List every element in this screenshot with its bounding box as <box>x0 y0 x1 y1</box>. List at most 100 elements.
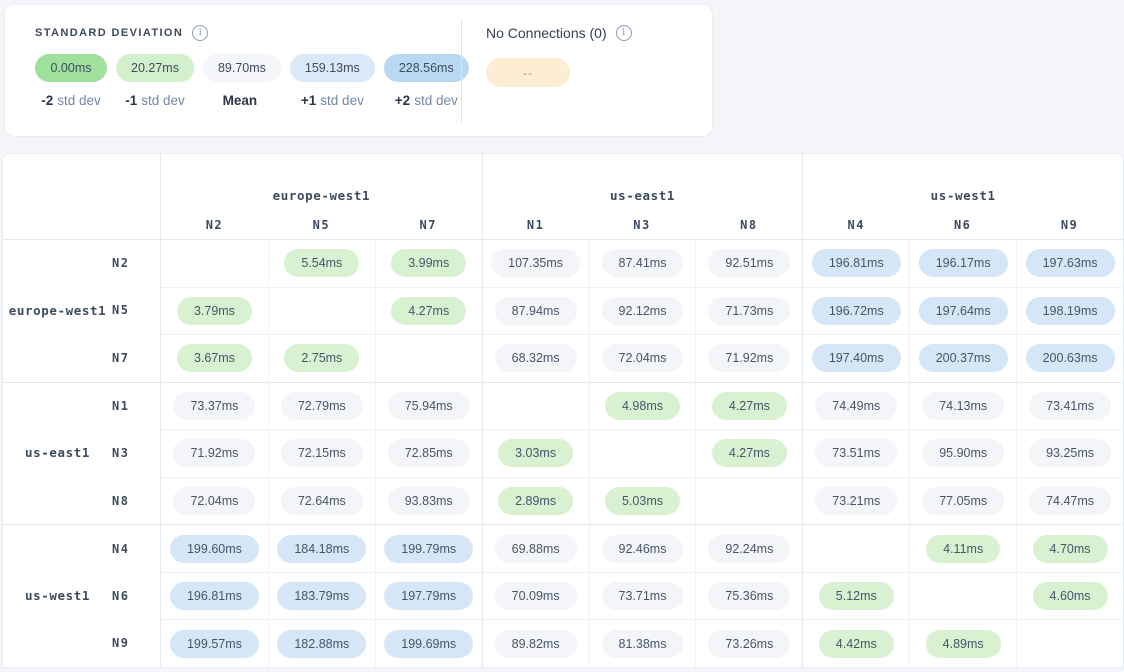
std-dev-pill: 159.13ms <box>289 54 375 82</box>
latency-pill: 74.47ms <box>1029 487 1112 516</box>
cell-N8-N1: 2.89ms <box>481 476 589 525</box>
cell-N3-N6: 95.90ms <box>909 429 1017 477</box>
latency-pill: 68.32ms <box>494 344 577 373</box>
latency-pill: 71.73ms <box>708 296 791 325</box>
column-header-N2: N2 <box>205 217 224 232</box>
cell-N2-N2 <box>161 239 268 287</box>
cell-N5-N5 <box>267 286 375 335</box>
row-node-label: N2 <box>112 256 130 271</box>
no-connections-section: No Connections (0) i -- <box>462 5 712 136</box>
cell-N1-N1 <box>481 381 589 430</box>
latency-pill: 89.82ms <box>494 629 577 658</box>
cell-N3-N4: 73.51ms <box>802 429 910 477</box>
std-dev-stop: 0.00ms -2 std dev <box>35 54 107 108</box>
row-label-N2: N2 <box>3 239 161 287</box>
cell-N7-N1: 68.32ms <box>481 334 589 382</box>
cell-N2-N9: 197.63ms <box>1016 239 1123 287</box>
latency-pill: 3.03ms <box>498 439 574 468</box>
latency-pill: 73.26ms <box>708 629 791 658</box>
latency-pill: 77.05ms <box>922 487 1005 516</box>
std-dev-scale: 0.00ms -2 std dev 20.27ms -1 std dev 89.70… <box>35 54 469 108</box>
latency-pill: 4.42ms <box>818 629 894 658</box>
cell-N3-N5: 72.15ms <box>267 429 375 477</box>
latency-pill: 71.92ms <box>708 344 791 373</box>
latency-pill: 73.71ms <box>601 582 684 611</box>
row-group-us-east1: us-east1 <box>24 445 90 461</box>
cell-N7-N3: 72.04ms <box>588 334 696 382</box>
cell-N1-N4: 74.49ms <box>802 381 910 430</box>
cell-N8-N9: 74.47ms <box>1016 476 1123 525</box>
cell-N9-N3: 81.38ms <box>588 619 696 667</box>
std-dev-stop: 159.13ms +1 std dev <box>289 54 375 108</box>
cell-N8-N2: 72.04ms <box>161 476 268 525</box>
row-label-N8: N8 <box>3 476 161 525</box>
latency-pill: 73.21ms <box>815 487 898 516</box>
cell-N6-N8: 75.36ms <box>695 571 803 620</box>
cell-N5-N2: 3.79ms <box>161 286 268 335</box>
cell-N6-N1: 70.09ms <box>481 571 589 620</box>
latency-pill: 183.79ms <box>277 582 367 611</box>
row-label-N9: N9 <box>3 619 161 667</box>
latency-pill: 199.69ms <box>384 629 474 658</box>
std-dev-pill: 0.00ms <box>35 54 107 82</box>
latency-pill: 4.60ms <box>1032 582 1108 611</box>
latency-pill: 75.94ms <box>387 391 470 420</box>
legend-card: STANDARD DEVIATION i 0.00ms -2 std dev 20… <box>4 4 713 137</box>
cell-N9-N4: 4.42ms <box>802 619 910 667</box>
cell-N9-N9 <box>1016 619 1123 667</box>
latency-pill: 199.57ms <box>169 629 259 658</box>
latency-pill: 72.04ms <box>173 487 256 516</box>
info-icon[interactable]: i <box>192 25 209 41</box>
cell-N5-N4: 196.72ms <box>802 286 910 335</box>
cell-N6-N7: 197.79ms <box>374 571 482 620</box>
latency-pill: 87.94ms <box>494 296 577 325</box>
std-dev-stop: 228.56ms +2 std dev <box>383 54 469 108</box>
column-group-europe-west1: europe-west1 <box>272 188 371 203</box>
latency-pill: 197.64ms <box>918 296 1008 325</box>
std-dev-pill: 228.56ms <box>383 54 469 82</box>
latency-pill: 4.27ms <box>391 296 467 325</box>
column-header-N9: N9 <box>1060 217 1079 232</box>
cell-N4-N6: 4.11ms <box>909 524 1017 572</box>
cell-N8-N8 <box>695 476 803 525</box>
row-label-N4: N4 <box>3 524 161 572</box>
cell-N1-N7: 75.94ms <box>374 381 482 430</box>
row-label-N5: europe-west1 N5 <box>3 286 161 335</box>
latency-pill: 197.40ms <box>811 344 901 373</box>
row-node-label: N9 <box>112 636 130 651</box>
cell-N8-N6: 77.05ms <box>909 476 1017 525</box>
info-icon[interactable]: i <box>615 25 632 41</box>
cell-N4-N7: 199.79ms <box>374 524 482 572</box>
latency-pill: 4.89ms <box>925 629 1001 658</box>
latency-pill: 92.12ms <box>601 296 684 325</box>
cell-N7-N5: 2.75ms <box>267 334 375 382</box>
latency-pill: 75.36ms <box>708 582 791 611</box>
cell-N8-N3: 5.03ms <box>588 476 696 525</box>
cell-N6-N2: 196.81ms <box>161 571 268 620</box>
latency-pill: 5.12ms <box>818 582 894 611</box>
cell-N9-N8: 73.26ms <box>695 619 803 667</box>
latency-pill: 197.79ms <box>384 582 474 611</box>
std-dev-label: -2 std dev <box>41 93 101 108</box>
cell-N9-N7: 199.69ms <box>374 619 482 667</box>
cell-N3-N2: 71.92ms <box>161 429 268 477</box>
latency-pill: 4.11ms <box>926 534 1001 563</box>
latency-matrix: europe-west1 us-east1 us-west1 N2 N5 N7 N1 N3 N8… <box>3 154 1123 667</box>
latency-pill: 95.90ms <box>922 439 1005 468</box>
cell-N3-N7: 72.85ms <box>374 429 482 477</box>
cell-N6-N6 <box>909 571 1017 620</box>
latency-pill: 3.99ms <box>391 249 467 278</box>
std-dev-section: STANDARD DEVIATION i 0.00ms -2 std dev 20… <box>5 5 469 136</box>
std-dev-pill: 89.70ms <box>202 54 281 82</box>
row-node-label: N4 <box>112 541 130 556</box>
row-label-N7: N7 <box>3 334 161 382</box>
latency-pill: 2.75ms <box>284 344 360 373</box>
cell-N1-N5: 72.79ms <box>267 381 375 430</box>
row-node-label: N8 <box>112 493 130 508</box>
cell-N7-N2: 3.67ms <box>161 334 268 382</box>
cell-N7-N7 <box>374 334 482 382</box>
cell-N5-N3: 92.12ms <box>588 286 696 335</box>
latency-pill: 4.70ms <box>1032 534 1108 563</box>
cell-N5-N9: 198.19ms <box>1016 286 1123 335</box>
column-header-N4: N4 <box>802 210 909 239</box>
